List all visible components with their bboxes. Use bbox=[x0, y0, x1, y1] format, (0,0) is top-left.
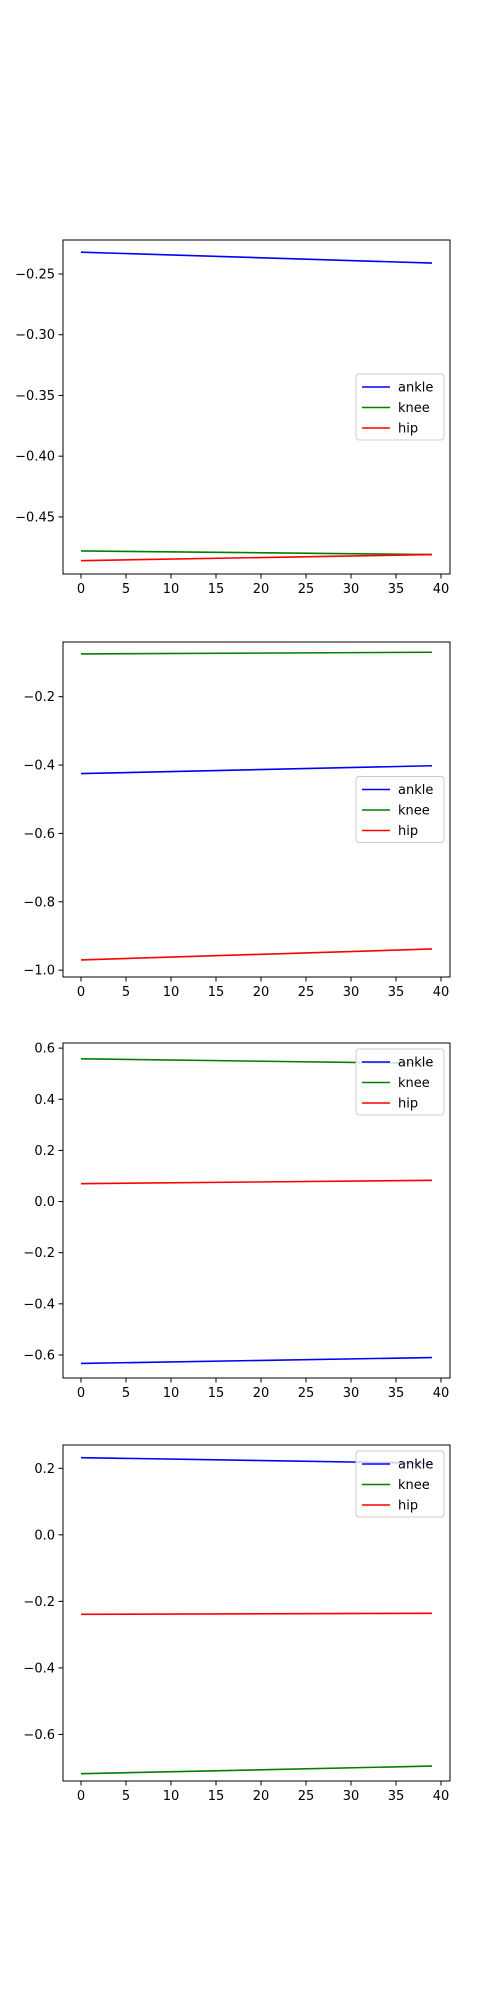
series-line-knee bbox=[80, 1765, 433, 1775]
series-line-ankle bbox=[80, 764, 433, 775]
series-line-knee bbox=[80, 651, 433, 655]
legend-label-knee: knee bbox=[398, 401, 430, 416]
x-tick-label: 35 bbox=[388, 985, 405, 1000]
legend-label-ankle: ankle bbox=[398, 381, 433, 396]
y-tick-label: 0.2 bbox=[34, 1144, 55, 1159]
x-tick-label: 15 bbox=[208, 1789, 225, 1804]
x-tick-label: 0 bbox=[77, 1789, 85, 1804]
legend-label-knee: knee bbox=[398, 804, 430, 819]
y-tick-label: −0.6 bbox=[23, 1348, 55, 1363]
x-tick-label: 10 bbox=[163, 985, 180, 1000]
series-line-hip bbox=[80, 1179, 433, 1185]
x-tick-label: 25 bbox=[298, 985, 315, 1000]
x-tick-label: 0 bbox=[77, 582, 85, 597]
x-tick-label: 35 bbox=[388, 1386, 405, 1401]
chart-3: 0 5 10 15 20 25 30 35 40 0.6 0.4 0.2 0.0 −0.2 −0.4 −0.6… bbox=[23, 1042, 451, 1401]
x-tick-label: 15 bbox=[208, 1386, 225, 1401]
x-tick-label: 15 bbox=[208, 582, 225, 597]
legend: ankle knee hip bbox=[355, 776, 445, 843]
chart-2: 0 5 10 15 20 25 30 35 40 −0.2 −0.4 −0.6 −0.8 −1.0 ankl… bbox=[23, 641, 451, 1000]
y-tick-label: −0.4 bbox=[23, 1661, 55, 1676]
x-tick-label: 40 bbox=[433, 1789, 450, 1804]
x-tick-label: 25 bbox=[298, 1386, 315, 1401]
x-tick-label: 30 bbox=[343, 985, 360, 1000]
y-tick-label: −0.4 bbox=[23, 759, 55, 774]
chart-1: 0 5 10 15 20 25 30 35 40 −0.25 −0.30 −0.35 −0.40 −0.4… bbox=[15, 239, 451, 597]
legend-label-ankle: ankle bbox=[398, 1056, 433, 1071]
y-tick-label: −1.0 bbox=[23, 964, 55, 979]
legend-box bbox=[355, 776, 445, 843]
chart-4: 0 5 10 15 20 25 30 35 40 0.2 0.0 −0.2 −0.4 −0.6 ankle k… bbox=[23, 1444, 451, 1804]
x-tick-label: 35 bbox=[388, 582, 405, 597]
y-tick-label: 0.0 bbox=[34, 1528, 55, 1543]
legend: ankle knee hip bbox=[355, 1048, 445, 1116]
x-tick-label: 20 bbox=[253, 1789, 270, 1804]
axes-frame bbox=[62, 1042, 451, 1379]
y-tick-label: −0.45 bbox=[15, 510, 55, 525]
y-tick-label: −0.6 bbox=[23, 1728, 55, 1743]
y-tick-label: −0.2 bbox=[23, 1595, 55, 1610]
legend: ankle knee hip bbox=[355, 373, 445, 441]
axes-frame bbox=[62, 239, 451, 575]
legend-label-hip: hip bbox=[398, 824, 418, 839]
legend-label-knee: knee bbox=[398, 1478, 430, 1493]
x-tick-label: 15 bbox=[208, 985, 225, 1000]
y-tick-label: −0.30 bbox=[15, 328, 55, 343]
x-tick-label: 10 bbox=[163, 1789, 180, 1804]
x-tick-label: 30 bbox=[343, 1789, 360, 1804]
legend: ankle knee hip bbox=[355, 1450, 445, 1518]
legend-label-ankle: ankle bbox=[398, 1458, 433, 1473]
x-tick-label: 0 bbox=[77, 1386, 85, 1401]
x-tick-label: 25 bbox=[298, 582, 315, 597]
y-tick-label: −0.4 bbox=[23, 1297, 55, 1312]
series-line-hip bbox=[80, 948, 433, 961]
x-tick-label: 35 bbox=[388, 1789, 405, 1804]
x-tick-label: 20 bbox=[253, 1386, 270, 1401]
x-tick-label: 20 bbox=[253, 985, 270, 1000]
y-tick-label: 0.0 bbox=[34, 1195, 55, 1210]
x-tick-label: 10 bbox=[163, 1386, 180, 1401]
x-tick-label: 25 bbox=[298, 1789, 315, 1804]
x-tick-label: 30 bbox=[343, 582, 360, 597]
series-line-knee bbox=[80, 550, 433, 556]
y-tick-label: −0.25 bbox=[15, 268, 55, 283]
y-tick-label: 0.6 bbox=[34, 1042, 55, 1057]
legend-label-ankle: ankle bbox=[398, 783, 433, 798]
x-tick-label: 5 bbox=[122, 582, 130, 597]
legend-box bbox=[355, 1048, 445, 1116]
y-tick-label: −0.2 bbox=[23, 690, 55, 705]
legend-label-hip: hip bbox=[398, 1097, 418, 1112]
legend-box bbox=[355, 1450, 445, 1518]
x-tick-label: 20 bbox=[253, 582, 270, 597]
series-line-ankle bbox=[80, 251, 433, 264]
x-tick-label: 5 bbox=[122, 985, 130, 1000]
y-tick-label: −0.40 bbox=[15, 450, 55, 465]
axes-frame bbox=[62, 1444, 451, 1782]
y-tick-label: 0.4 bbox=[34, 1093, 55, 1108]
legend-label-hip: hip bbox=[398, 1499, 418, 1514]
y-tick-label: −0.8 bbox=[23, 895, 55, 910]
y-tick-label: −0.2 bbox=[23, 1246, 55, 1261]
y-tick-label: 0.2 bbox=[34, 1462, 55, 1477]
x-tick-label: 40 bbox=[433, 582, 450, 597]
x-tick-label: 40 bbox=[433, 1386, 450, 1401]
y-tick-label: −0.35 bbox=[15, 389, 55, 404]
series-line-hip bbox=[80, 553, 433, 562]
y-tick-label: −0.6 bbox=[23, 827, 55, 842]
series-line-hip bbox=[80, 1612, 433, 1616]
x-tick-label: 5 bbox=[122, 1789, 130, 1804]
series-line-ankle bbox=[80, 1356, 433, 1365]
x-tick-label: 5 bbox=[122, 1386, 130, 1401]
axes-frame bbox=[62, 641, 451, 978]
legend-box bbox=[355, 373, 445, 441]
legend-label-hip: hip bbox=[398, 422, 418, 437]
x-tick-label: 0 bbox=[77, 985, 85, 1000]
x-tick-label: 40 bbox=[433, 985, 450, 1000]
x-tick-label: 10 bbox=[163, 582, 180, 597]
legend-label-knee: knee bbox=[398, 1076, 430, 1091]
x-tick-label: 30 bbox=[343, 1386, 360, 1401]
